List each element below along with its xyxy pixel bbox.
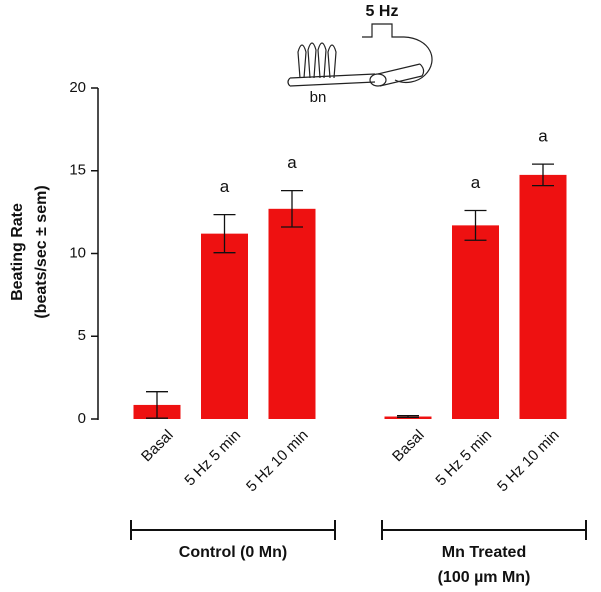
significance-label: a (538, 127, 548, 146)
group-label: Control (0 Mn) (179, 544, 287, 561)
significance-label: a (287, 153, 297, 172)
x-tick-label: Basal (138, 427, 177, 466)
error-bar (532, 163, 554, 187)
y-tick-label: 10 (69, 244, 86, 261)
inset-diagram (287, 23, 433, 87)
x-tick-label: 5 Hz 10 min (494, 427, 563, 496)
error-bar (213, 213, 236, 254)
error-bar (464, 209, 487, 241)
significance-label: a (471, 173, 481, 192)
significance-label: a (220, 177, 230, 196)
error-bar (397, 415, 419, 418)
y-tick-label: 15 (69, 162, 86, 179)
bar (201, 233, 248, 419)
group-bracket (381, 520, 587, 540)
error-bar (281, 189, 303, 228)
x-tick-label: Basal (389, 427, 428, 466)
electrode-tube (377, 63, 425, 87)
neurons (297, 42, 337, 79)
y-tick-label: 5 (78, 327, 86, 344)
electrode (369, 73, 387, 87)
inset-stimulus-label: 5 Hz (366, 3, 399, 20)
group-label: Mn Treated (442, 544, 526, 561)
bar (268, 208, 316, 419)
y-tick-label: 0 (78, 410, 86, 427)
x-tick-label: 5 Hz 5 min (181, 427, 244, 490)
nerve (287, 73, 376, 87)
bar (519, 174, 567, 419)
group-bracket (130, 520, 336, 540)
x-tick-label: 5 Hz 5 min (432, 427, 495, 490)
y-axis-title: (beats/sec ± sem) (33, 185, 50, 318)
group-label: (100 µm Mn) (438, 569, 531, 586)
inset-nerve-label: bn (310, 89, 327, 106)
error-bar (146, 391, 168, 419)
stimulus-wire (362, 23, 433, 84)
bar (452, 225, 499, 419)
y-axis-title: Beating Rate (9, 203, 26, 301)
y-tick-label: 20 (69, 79, 86, 96)
x-tick-label: 5 Hz 10 min (243, 427, 312, 496)
